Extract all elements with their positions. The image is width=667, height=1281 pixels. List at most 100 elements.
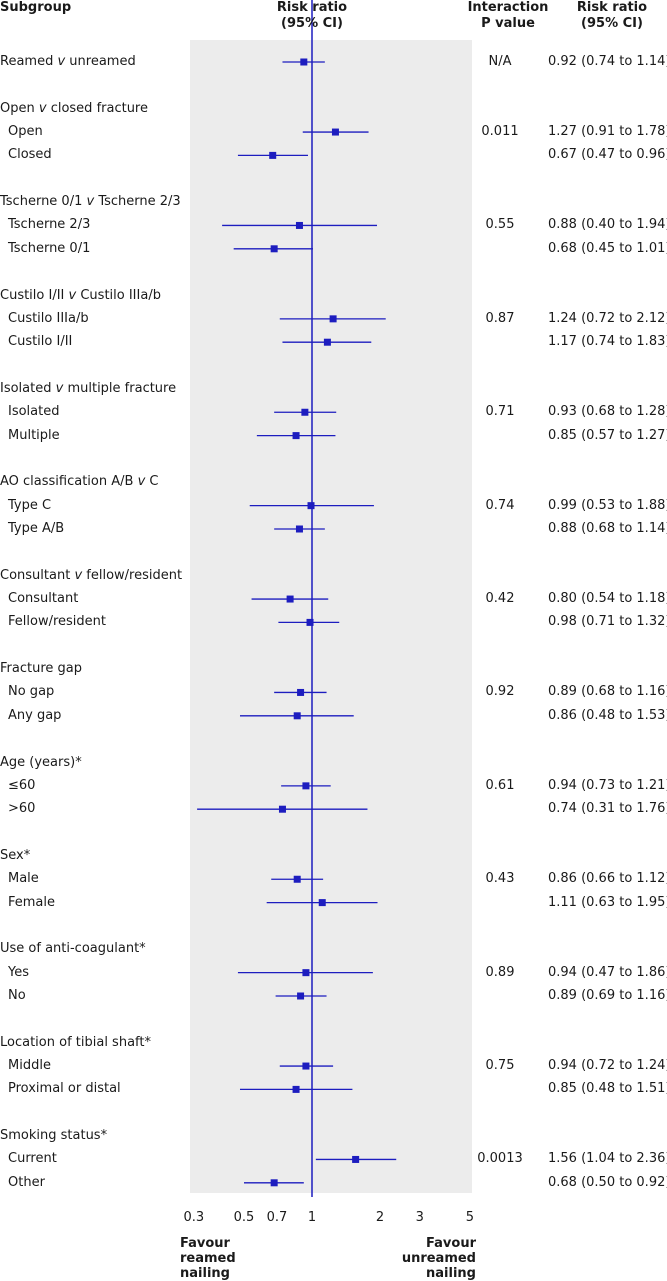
interaction-p-value: 0.55 xyxy=(485,217,515,233)
interaction-p-value: 0.43 xyxy=(485,871,515,887)
interaction-header-line2: P value xyxy=(481,16,535,31)
point-estimate xyxy=(295,525,303,533)
point-estimate xyxy=(302,1062,310,1070)
interaction-p-value: 0.42 xyxy=(485,591,515,607)
point-estimate xyxy=(307,502,315,510)
x-tick-label: 1 xyxy=(308,1210,316,1225)
point-estimate xyxy=(306,618,314,626)
x-tick-label: 0.5 xyxy=(234,1210,255,1225)
row-label: Isolated xyxy=(8,404,60,420)
risk-ratio-column-header: Risk ratio (95% CI) xyxy=(557,0,667,32)
row-label: Closed xyxy=(8,147,52,163)
group-label: AO classification A/B v C xyxy=(0,474,159,490)
row-label: Yes xyxy=(8,964,29,980)
group-label: Smoking status* xyxy=(0,1128,108,1144)
favour-reamed-line2: reamed xyxy=(180,1251,236,1266)
row-label: Female xyxy=(8,894,56,910)
row-label: Tscherne 2/3 xyxy=(8,217,91,233)
risk-ratio-value: 0.80 (0.54 to 1.18) xyxy=(548,591,667,607)
point-estimate xyxy=(292,1085,300,1093)
favour-reamed-line1: Favour xyxy=(180,1236,230,1251)
risk-ratio-value: 0.86 (0.48 to 1.53) xyxy=(548,707,667,723)
risk-ratio-value: 0.89 (0.69 to 1.16) xyxy=(548,988,667,1003)
risk-ratio-value: 0.93 (0.68 to 1.28) xyxy=(548,404,667,420)
row-label: Type C xyxy=(8,497,52,513)
row-label: Male xyxy=(8,871,39,887)
row-label: Consultant xyxy=(8,591,79,607)
point-estimate xyxy=(293,875,301,883)
interaction-p-value: 0.71 xyxy=(485,404,515,420)
subgroup-header: Subgroup xyxy=(0,0,72,15)
group-label: Fracture gap xyxy=(0,661,82,677)
group-label: Isolated v multiple fracture xyxy=(0,380,177,396)
group-label: Open v closed fracture xyxy=(0,100,148,116)
risk-ratio-value: 0.94 (0.73 to 1.21) xyxy=(548,777,667,793)
favour-reamed-line3: nailing xyxy=(180,1266,230,1281)
favour-unreamed-line2: unreamed xyxy=(401,1251,476,1266)
point-estimate xyxy=(318,899,326,907)
row-label: Open xyxy=(8,124,43,140)
group-label: Tscherne 0/1 v Tscherne 2/3 xyxy=(0,194,181,210)
point-estimate xyxy=(270,1179,278,1187)
point-estimate xyxy=(329,315,337,323)
risk-ratio-value: 0.92 (0.74 to 1.14) xyxy=(548,54,667,69)
group-label: Sex* xyxy=(0,847,31,863)
interaction-p-value: 0.89 xyxy=(485,964,515,980)
interaction-header-line1: Interaction xyxy=(467,0,549,15)
point-estimate xyxy=(352,1155,360,1163)
row-label: Tscherne 0/1 xyxy=(8,240,91,256)
row-label: No gap xyxy=(8,684,55,700)
point-estimate xyxy=(302,969,310,977)
group-label: Location of tibial shaft* xyxy=(0,1034,151,1050)
interaction-p-value: 0.61 xyxy=(485,777,515,793)
row-label: Custilo I/II xyxy=(8,334,73,350)
risk-ratio-value: 0.68 (0.50 to 0.92) xyxy=(548,1174,667,1190)
risk-ratio-value: 1.17 (0.74 to 1.83) xyxy=(548,334,667,350)
risk-ratio-value: 0.86 (0.66 to 1.12) xyxy=(548,871,667,887)
risk-ratio-value: 0.85 (0.48 to 1.51) xyxy=(548,1081,667,1097)
risk-ratio-value: 1.56 (1.04 to 2.36) xyxy=(548,1151,667,1167)
risk-ratio-value: 0.74 (0.31 to 1.76) xyxy=(548,801,667,817)
risk-ratio-value: 1.24 (0.72 to 2.12) xyxy=(548,310,667,326)
x-tick-label: 2 xyxy=(376,1210,384,1225)
row-label: Multiple xyxy=(8,427,60,443)
risk-ratio-value: 1.27 (0.91 to 1.78) xyxy=(548,124,667,140)
point-estimate xyxy=(286,595,294,603)
risk-ratio-column-header-line1: Risk ratio xyxy=(576,0,648,15)
row-label: Any gap xyxy=(8,707,62,723)
risk-ratio-value: 0.89 (0.68 to 1.16) xyxy=(548,684,667,700)
point-estimate xyxy=(323,338,331,346)
row-label: No xyxy=(8,988,26,1003)
interaction-p-value: 0.92 xyxy=(485,684,515,700)
risk-ratio-header-line2: (95% CI) xyxy=(281,16,343,31)
risk-ratio-value: 0.67 (0.47 to 0.96) xyxy=(548,147,667,163)
group-label: Age (years)* xyxy=(0,754,82,770)
point-estimate xyxy=(331,128,339,136)
risk-ratio-column-header-line2: (95% CI) xyxy=(581,16,643,31)
group-label: Consultant v fellow/resident xyxy=(0,567,183,583)
risk-ratio-value: 1.11 (0.63 to 1.95) xyxy=(548,894,667,910)
interaction-p-value: 0.0013 xyxy=(477,1151,523,1167)
point-estimate xyxy=(269,151,277,159)
favour-unreamed-line3: nailing xyxy=(426,1266,476,1281)
favour-unreamed-line1: Favour xyxy=(426,1236,476,1251)
risk-ratio-value: 0.94 (0.72 to 1.24) xyxy=(548,1058,667,1074)
row-label: ≤60 xyxy=(8,777,36,793)
point-estimate xyxy=(300,58,308,66)
risk-ratio-value: 0.94 (0.47 to 1.86) xyxy=(548,964,667,980)
x-tick-label: 5 xyxy=(466,1210,474,1225)
risk-ratio-value: 0.88 (0.40 to 1.94) xyxy=(548,217,667,233)
x-tick-label: 0.3 xyxy=(184,1210,205,1225)
risk-ratio-value: 0.88 (0.68 to 1.14) xyxy=(548,521,667,536)
x-tick-label: 0.7 xyxy=(267,1210,288,1225)
point-estimate xyxy=(302,782,310,790)
point-estimate xyxy=(297,992,305,1000)
row-label: Other xyxy=(8,1174,45,1190)
row-label: Custilo IIIa/b xyxy=(8,310,89,326)
favour-reamed-label: Favour reamed nailing xyxy=(180,1236,236,1281)
interaction-p-value: 0.87 xyxy=(485,310,515,326)
risk-ratio-header-line1: Risk ratio xyxy=(276,0,348,15)
plot-background xyxy=(190,40,472,1193)
risk-ratio-header: Risk ratio (95% CI) xyxy=(250,0,374,32)
